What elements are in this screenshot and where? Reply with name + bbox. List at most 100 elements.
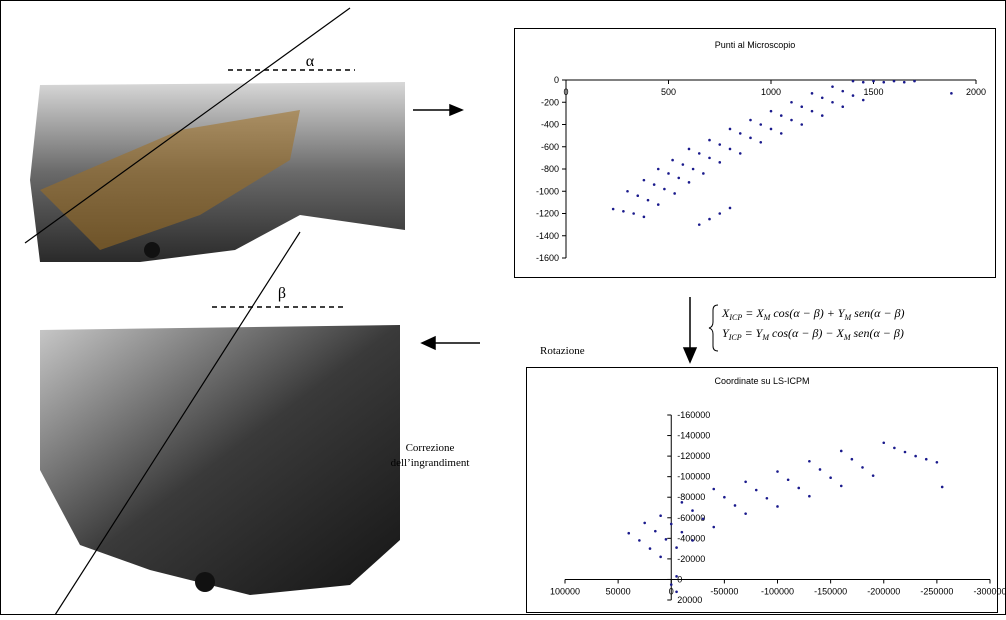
point — [851, 79, 855, 83]
y-tick-label: -160000 — [677, 410, 710, 420]
subscript: ICP — [728, 333, 742, 342]
point — [738, 132, 742, 135]
beta-label: β — [278, 285, 286, 302]
point — [667, 172, 670, 175]
point — [914, 454, 917, 458]
point — [749, 118, 752, 122]
x-tick-label: 2000 — [966, 87, 986, 97]
formula: XICP = XM cos(α − β) + YM sen(α − β)YICP… — [721, 306, 905, 342]
subscript: M — [761, 333, 770, 342]
point — [648, 547, 652, 550]
point — [728, 147, 732, 151]
point — [759, 141, 763, 144]
x-tick-label: -200000 — [867, 586, 900, 596]
x-tick-label: -150000 — [814, 586, 847, 596]
point — [808, 459, 811, 463]
point — [924, 457, 928, 461]
x-tick-label: -250000 — [920, 586, 953, 596]
point — [680, 530, 684, 534]
y-tick-label: 0 — [554, 75, 559, 85]
point — [851, 94, 855, 97]
x-tick-label: -100000 — [761, 586, 794, 596]
correction-label: dell’ingrandiment — [391, 457, 470, 469]
chart-frame — [514, 28, 996, 278]
formula-part: cos(α − β) + Y — [770, 306, 845, 320]
point — [935, 460, 939, 464]
arrows — [413, 103, 698, 364]
point — [680, 501, 684, 504]
photo-top — [30, 82, 405, 262]
point — [839, 484, 843, 488]
y-tick-label: -20000 — [677, 554, 705, 564]
formula-part: cos(α − β) − X — [769, 326, 844, 340]
x-tick-label: 500 — [661, 87, 676, 97]
formula-part: sen(α − β) — [851, 306, 904, 320]
point — [786, 478, 790, 482]
point — [669, 522, 673, 526]
point — [664, 538, 668, 541]
formula-part: Y — [722, 326, 730, 340]
y-tick-label: -200 — [541, 97, 559, 107]
point — [675, 575, 678, 578]
point — [646, 198, 650, 202]
point — [797, 486, 801, 490]
y-tick-label: -1400 — [536, 231, 559, 241]
point — [820, 96, 824, 100]
point — [659, 555, 662, 559]
point — [702, 172, 705, 175]
point — [697, 152, 701, 155]
point — [950, 92, 953, 95]
subscript: ICP — [728, 313, 742, 322]
point — [681, 163, 685, 166]
point — [776, 505, 779, 508]
point — [903, 450, 907, 454]
angle-line — [24, 7, 351, 244]
point — [718, 143, 722, 146]
y-tick-label: -1200 — [536, 209, 559, 219]
point — [723, 495, 726, 499]
point — [790, 118, 793, 122]
subscript: M — [843, 333, 852, 342]
point — [642, 215, 646, 219]
point — [893, 446, 896, 450]
y-tick-label: -80000 — [677, 492, 705, 502]
point — [687, 181, 691, 184]
chart-title: Punti al Microscopio — [715, 40, 796, 50]
point — [861, 80, 865, 84]
y-tick-label: -600 — [541, 142, 559, 152]
point — [810, 109, 814, 113]
point — [675, 590, 678, 594]
point — [829, 476, 832, 479]
point — [718, 161, 722, 164]
point — [691, 167, 695, 171]
point — [765, 496, 769, 500]
point — [850, 457, 854, 461]
y-tick-label: -400 — [541, 120, 559, 130]
point — [687, 147, 691, 151]
point — [632, 212, 635, 215]
point — [871, 474, 875, 477]
point — [839, 449, 843, 453]
rotation-label: Rotazione — [540, 345, 585, 357]
point — [913, 79, 916, 83]
correction-label: Correzione — [406, 442, 455, 454]
chart-frame — [526, 367, 998, 613]
point — [940, 485, 944, 489]
point — [759, 123, 763, 126]
x-tick-label: 0 — [563, 87, 568, 97]
subscript: M — [843, 313, 852, 322]
point — [671, 158, 674, 162]
x-tick-label: 50000 — [606, 586, 631, 596]
point — [882, 441, 886, 445]
point — [892, 79, 896, 83]
point — [611, 207, 615, 211]
formula-part: = X — [742, 306, 764, 320]
point — [626, 189, 629, 193]
point — [728, 206, 732, 210]
y-tick-label: 20000 — [677, 595, 702, 605]
point — [691, 539, 694, 542]
alpha-label: α — [306, 53, 315, 70]
point — [820, 114, 824, 117]
formula-part: X — [721, 306, 730, 320]
point — [738, 152, 742, 155]
